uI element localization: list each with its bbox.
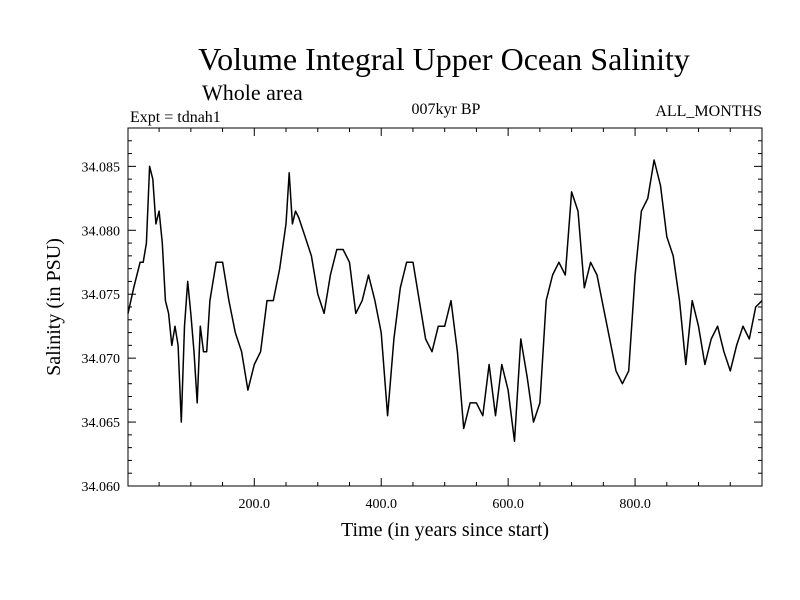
y-tick-label: 34.065	[82, 416, 121, 431]
y-tick-label: 34.060	[82, 480, 121, 495]
months-label: ALL_MONTHS	[655, 103, 762, 120]
x-tick-label: 600.0	[492, 497, 524, 512]
y-tick-label: 34.070	[82, 352, 121, 367]
y-tick-labels: 34.060 34.065 34.070 34.075 34.080 34.085	[82, 160, 121, 495]
x-axis-label: Time (in years since start)	[341, 519, 549, 541]
chart-title: Volume Integral Upper Ocean Salinity	[198, 41, 690, 77]
x-tick-label: 400.0	[365, 497, 397, 512]
plot-frame	[127, 127, 763, 487]
expt-label: Expt = tdnah1	[130, 109, 221, 126]
period-label: 007kyr BP	[412, 101, 481, 118]
y-tick-label: 34.085	[82, 160, 121, 175]
chart-subtitle: Whole area	[202, 80, 303, 105]
salinity-line	[127, 159, 763, 443]
x-tick-labels: 200.0 400.0 600.0 800.0	[239, 497, 651, 512]
y-tick-label: 34.075	[82, 288, 121, 303]
y-tick-label: 34.080	[82, 224, 121, 239]
tick-marks	[128, 127, 762, 487]
x-tick-label: 200.0	[239, 497, 271, 512]
y-axis-label: Salinity (in PSU)	[43, 238, 65, 376]
x-tick-label: 800.0	[619, 497, 651, 512]
